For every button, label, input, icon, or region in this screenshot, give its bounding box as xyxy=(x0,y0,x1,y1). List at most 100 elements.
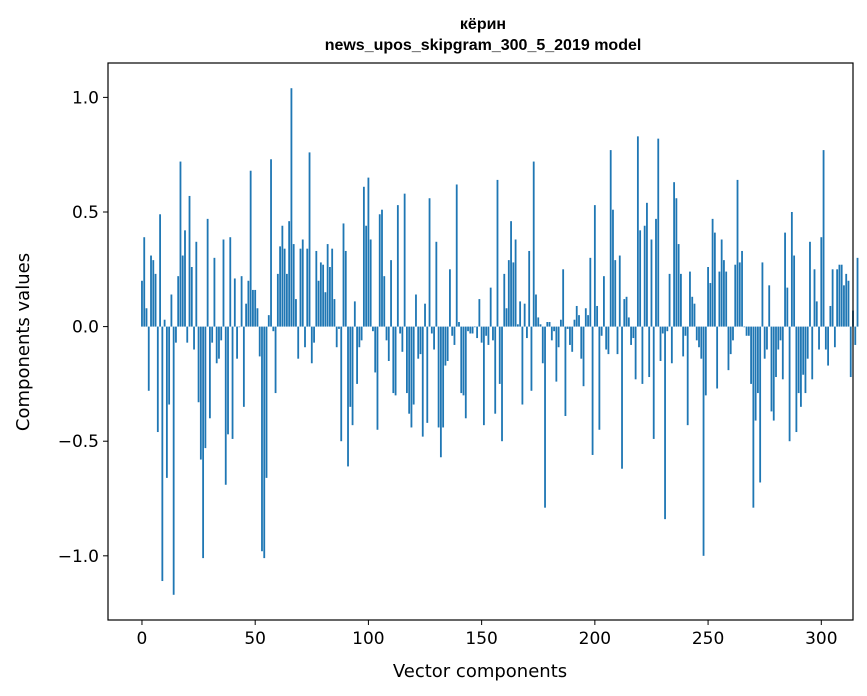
bar xyxy=(709,283,712,327)
bar xyxy=(521,326,524,405)
bar xyxy=(840,264,843,327)
bar xyxy=(476,326,479,339)
bar xyxy=(725,271,728,327)
bar xyxy=(786,287,789,327)
bar xyxy=(351,326,354,426)
x-ticks: 0 50 100 150 200 250 300 xyxy=(137,620,838,649)
bar xyxy=(775,326,777,378)
bar xyxy=(236,326,238,359)
bar xyxy=(464,326,467,419)
bar xyxy=(426,326,429,423)
bar xyxy=(820,237,823,327)
bar xyxy=(362,186,365,327)
bar xyxy=(267,315,270,327)
bar xyxy=(254,289,257,327)
bar xyxy=(689,271,691,327)
bar xyxy=(340,326,343,442)
bar xyxy=(381,209,383,327)
bar xyxy=(600,326,603,336)
bar xyxy=(559,319,562,327)
bar xyxy=(211,326,214,343)
bar xyxy=(215,326,218,364)
bar xyxy=(202,326,205,559)
bar xyxy=(582,326,585,387)
bar xyxy=(718,271,721,327)
bar xyxy=(811,326,814,380)
bar xyxy=(593,205,596,327)
bar xyxy=(274,326,277,394)
y-tick-label: 0.0 xyxy=(72,318,99,338)
bar xyxy=(349,326,352,407)
x-tick-label: 50 xyxy=(244,629,266,649)
bar xyxy=(462,326,465,396)
bar xyxy=(424,303,426,327)
bar xyxy=(650,239,653,327)
bar xyxy=(419,326,422,355)
bar xyxy=(790,211,793,327)
bar xyxy=(208,326,211,419)
bar xyxy=(727,326,730,371)
bar xyxy=(516,324,519,327)
bar xyxy=(854,326,857,345)
bar xyxy=(843,285,845,327)
bar xyxy=(523,303,526,327)
bar xyxy=(415,294,417,327)
bar xyxy=(836,269,839,327)
bar xyxy=(655,218,657,327)
bar xyxy=(471,326,474,334)
bar xyxy=(281,225,284,327)
bar xyxy=(720,239,723,327)
bar xyxy=(573,319,576,327)
bar xyxy=(256,308,259,327)
bar xyxy=(331,248,334,327)
bar xyxy=(802,326,805,375)
bar xyxy=(659,326,662,361)
bar xyxy=(288,221,291,327)
bar xyxy=(428,198,431,327)
bar xyxy=(856,257,859,327)
bar xyxy=(297,326,300,359)
bar xyxy=(308,152,311,327)
bar xyxy=(684,326,687,336)
bar xyxy=(310,326,313,364)
bar xyxy=(188,195,191,327)
bar xyxy=(596,305,599,327)
bar xyxy=(668,273,671,327)
bar xyxy=(478,299,481,327)
bar xyxy=(455,184,458,327)
bar xyxy=(571,326,574,352)
bar xyxy=(603,276,605,327)
bar xyxy=(421,326,424,437)
bar xyxy=(514,239,517,327)
bar xyxy=(818,326,820,350)
bar xyxy=(292,244,295,327)
bar xyxy=(299,248,302,327)
bar xyxy=(437,326,440,428)
bar xyxy=(408,326,411,414)
bar xyxy=(598,326,601,430)
bar xyxy=(444,326,447,366)
bar xyxy=(589,257,592,327)
bar xyxy=(489,287,492,327)
bar xyxy=(745,326,748,336)
bar xyxy=(711,218,714,327)
bar xyxy=(439,326,442,458)
bar xyxy=(768,285,771,327)
bar xyxy=(190,267,193,327)
bar xyxy=(824,326,827,350)
bar xyxy=(779,326,782,341)
bar xyxy=(648,326,651,378)
bar xyxy=(734,264,737,327)
bar xyxy=(322,264,325,327)
bar xyxy=(698,326,700,348)
bar xyxy=(541,326,544,364)
bar xyxy=(383,276,386,327)
bar xyxy=(165,326,168,478)
bar xyxy=(578,315,580,327)
bar xyxy=(605,326,608,350)
bar xyxy=(387,326,390,361)
bar xyxy=(403,193,406,327)
bar xyxy=(492,326,494,341)
bar xyxy=(270,159,272,327)
